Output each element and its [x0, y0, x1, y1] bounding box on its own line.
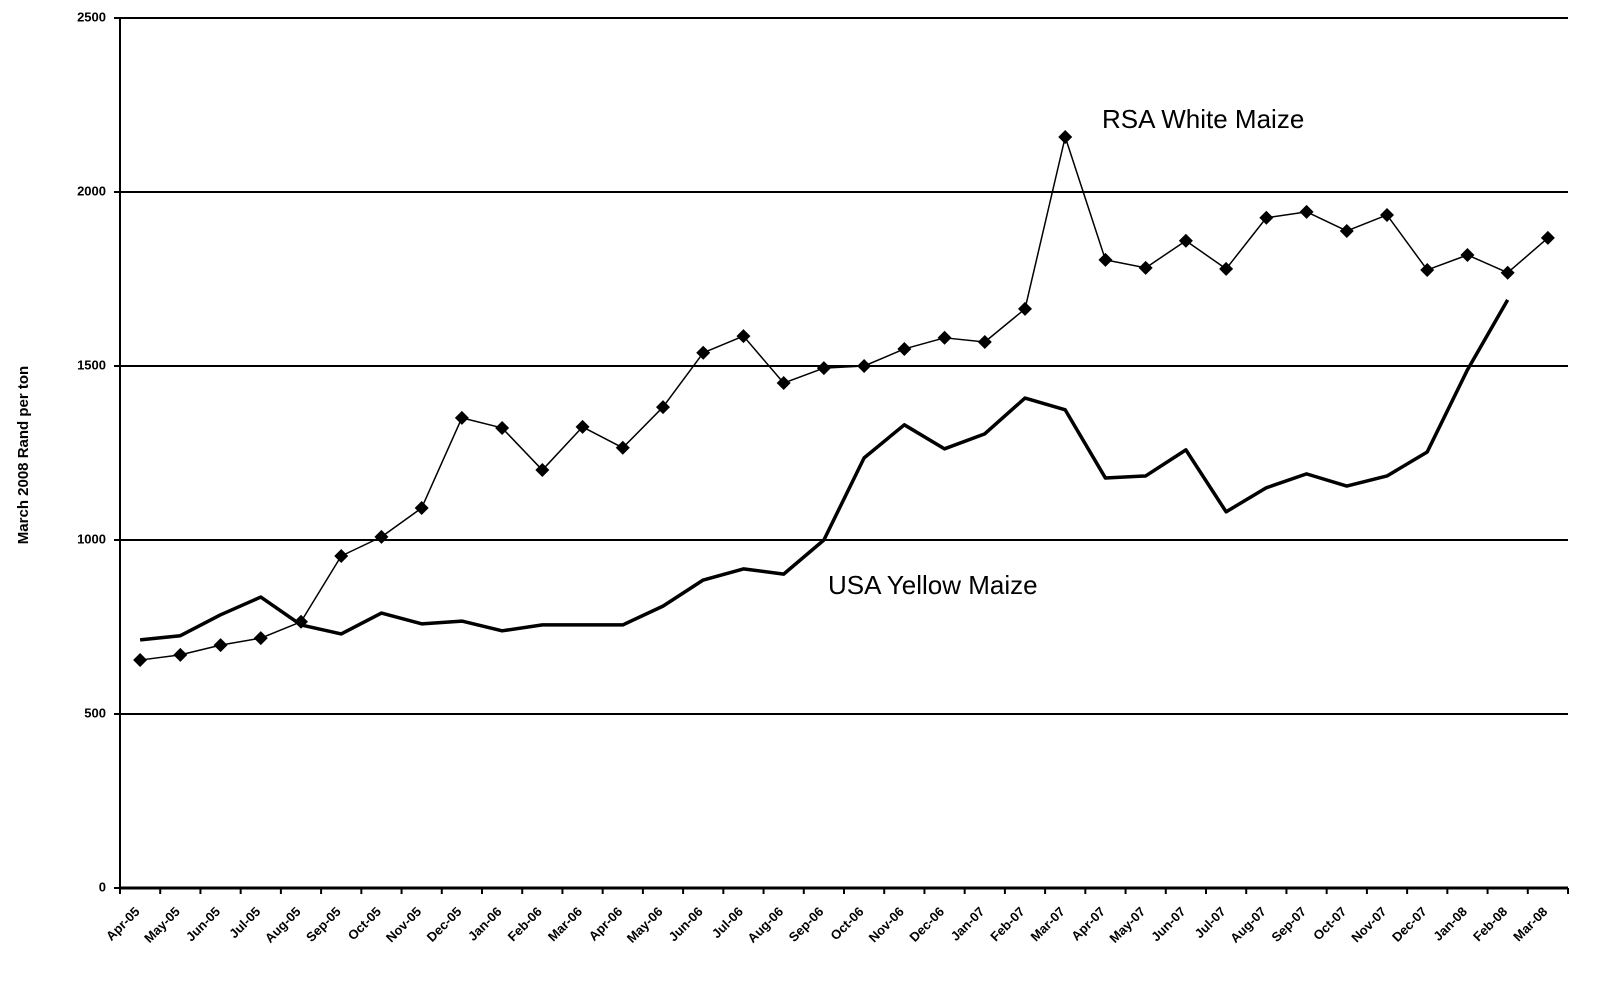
data-point — [575, 419, 590, 434]
data-point — [1058, 130, 1073, 145]
x-tick-label: May-05 — [141, 904, 183, 946]
x-tick-label: Mar-08 — [1510, 904, 1550, 944]
data-point — [816, 361, 831, 376]
x-tick-label: Oct-06 — [827, 904, 866, 943]
data-point — [656, 400, 670, 415]
data-point — [133, 653, 148, 668]
x-tick-label: May-07 — [1106, 904, 1148, 946]
data-point — [1219, 261, 1234, 276]
x-tick-label: Nov-06 — [866, 904, 907, 945]
series-annotation: USA Yellow Maize — [828, 570, 1038, 600]
data-point — [253, 631, 268, 646]
x-tick-label: Mar-06 — [545, 904, 585, 944]
data-point — [1540, 230, 1555, 245]
x-tick-label: Nov-07 — [1348, 904, 1389, 945]
x-tick-label: Aug-07 — [1227, 904, 1269, 946]
data-point — [1339, 223, 1354, 238]
data-point — [1178, 233, 1193, 248]
data-point — [897, 341, 912, 356]
x-tick-label: Jun-06 — [666, 904, 706, 944]
series-annotation: RSA White Maize — [1102, 104, 1304, 134]
x-tick-label: Jan-08 — [1430, 904, 1470, 944]
x-tick-label: Jul-05 — [226, 904, 263, 941]
y-tick-label: 2000 — [77, 183, 106, 198]
data-point — [1098, 252, 1113, 267]
data-point — [736, 329, 751, 344]
x-tick-label: Dec-05 — [424, 904, 465, 945]
y-tick-label: 1000 — [77, 531, 106, 546]
y-tick-label: 0 — [99, 879, 106, 894]
x-tick-label: Apr-05 — [103, 904, 143, 944]
series-line — [139, 299, 1510, 642]
y-tick-label: 500 — [84, 705, 106, 720]
x-tick-label: Feb-06 — [505, 904, 545, 944]
x-tick-label: Aug-06 — [744, 904, 786, 946]
x-tick-label: Mar-07 — [1028, 904, 1068, 944]
x-tick-label: Apr-06 — [586, 904, 626, 944]
data-point — [696, 345, 711, 360]
x-tick-label: Oct-07 — [1310, 904, 1349, 943]
data-point — [1460, 247, 1475, 262]
series-line — [140, 136, 1549, 661]
data-point — [977, 334, 992, 349]
x-tick-label: Aug-05 — [262, 904, 304, 946]
data-point — [1018, 301, 1032, 316]
x-tick-label: May-06 — [624, 904, 666, 946]
data-point — [776, 376, 791, 391]
x-tick-label: Oct-05 — [345, 904, 384, 943]
data-point — [1380, 207, 1394, 222]
x-tick-label: Apr-07 — [1068, 904, 1108, 944]
data-point — [1500, 265, 1515, 280]
x-tick-label: Jul-06 — [709, 904, 746, 941]
data-point — [1138, 260, 1153, 275]
data-point — [213, 638, 228, 653]
data-point — [173, 647, 188, 662]
data-point — [1259, 210, 1274, 225]
data-point — [495, 420, 510, 435]
x-tick-label: Jan-07 — [948, 904, 988, 944]
data-point — [334, 549, 349, 564]
x-tick-label: Jun-07 — [1148, 904, 1188, 944]
x-tick-label: Dec-06 — [906, 904, 947, 945]
y-tick-label: 1500 — [77, 357, 106, 372]
x-tick-label: Sep-06 — [786, 904, 827, 945]
data-point — [937, 330, 952, 345]
y-tick-label: 2500 — [77, 9, 106, 24]
data-point — [535, 463, 550, 478]
data-point — [374, 529, 389, 544]
x-tick-label: Jan-06 — [465, 904, 505, 944]
x-tick-label: Sep-05 — [303, 904, 344, 945]
data-point — [857, 359, 872, 373]
data-point — [615, 440, 630, 455]
data-point — [454, 410, 469, 425]
x-tick-label: Feb-07 — [987, 904, 1027, 944]
x-tick-label: Jun-05 — [183, 904, 223, 944]
y-axis-title: March 2008 Rand per ton — [15, 366, 32, 544]
x-tick-label: Jul-07 — [1191, 904, 1228, 941]
data-point — [414, 500, 429, 515]
data-point — [1420, 262, 1435, 277]
x-tick-label: Sep-07 — [1268, 904, 1309, 945]
x-tick-label: Nov-05 — [383, 904, 424, 945]
x-tick-label: Feb-08 — [1470, 904, 1510, 944]
data-point — [1299, 204, 1314, 219]
x-tick-label: Dec-07 — [1389, 904, 1430, 945]
